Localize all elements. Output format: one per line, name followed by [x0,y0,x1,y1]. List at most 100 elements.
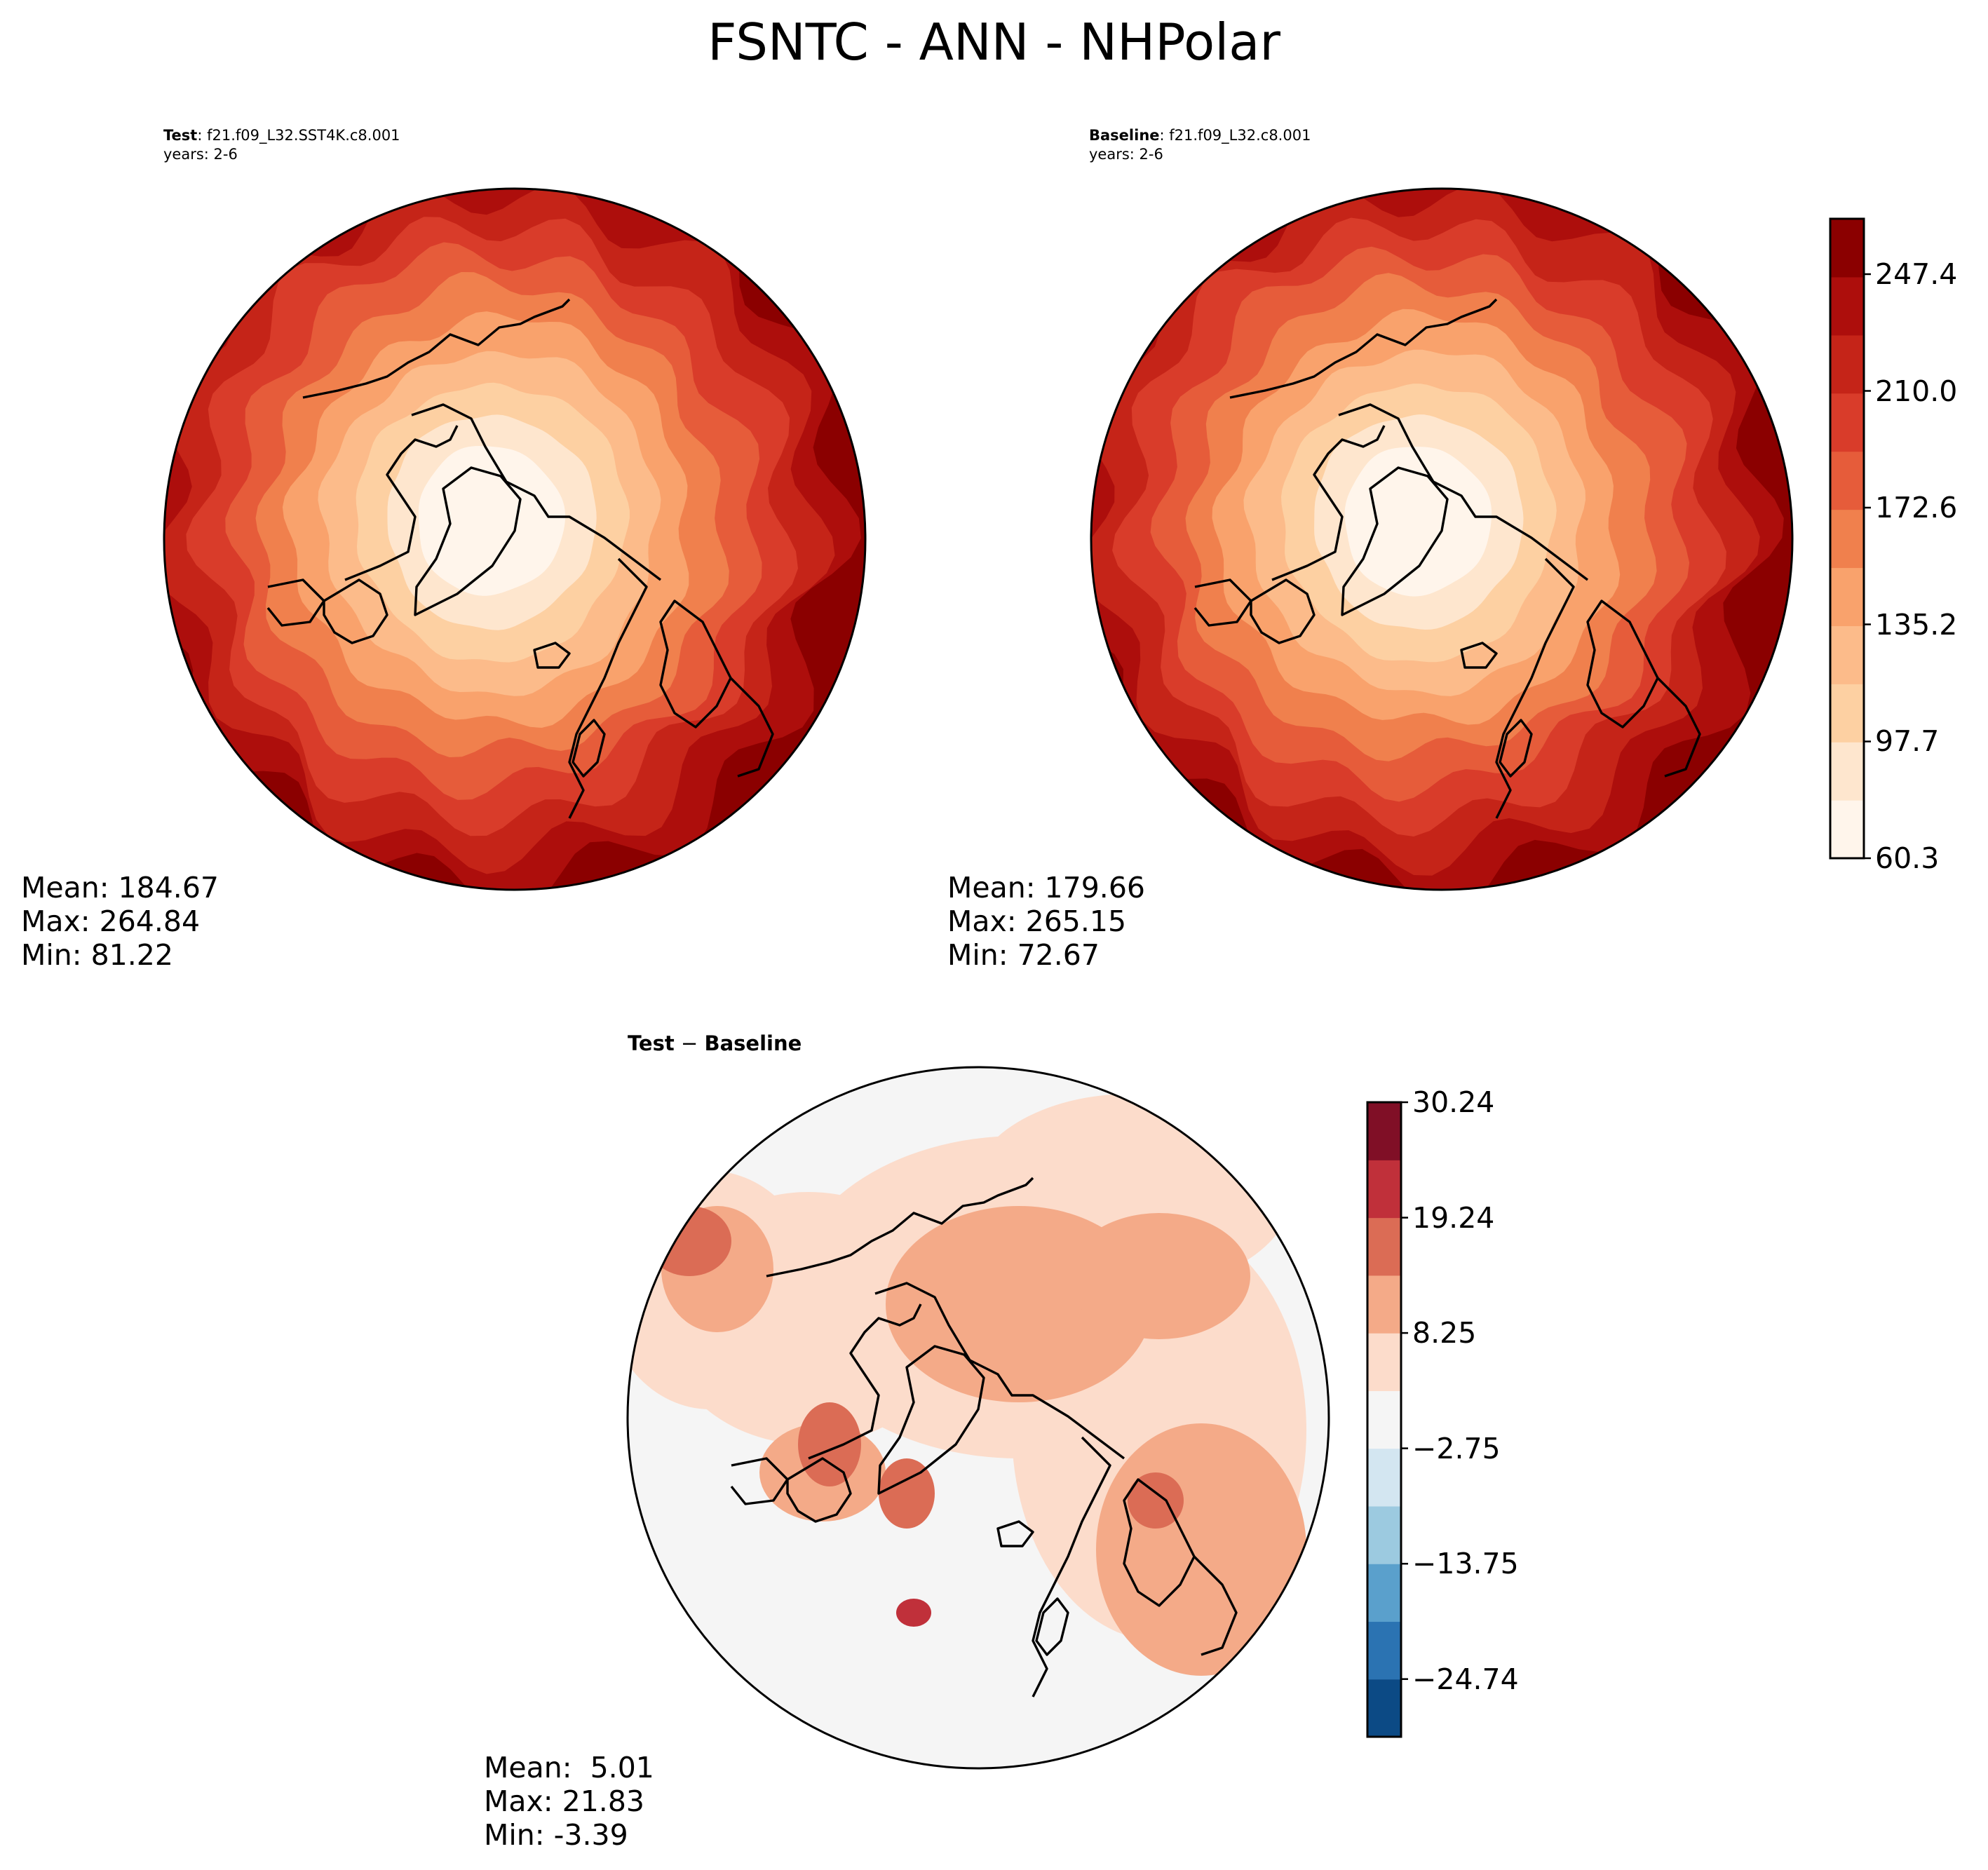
colorbar-tick-label: 60.3 [1875,841,1940,875]
contour-band [1344,447,1492,597]
coastline [877,1345,985,1495]
coastline [1656,677,1701,778]
colorbar-tick-label: 30.24 [1412,1085,1495,1119]
map-boundary [626,1066,1330,1770]
contour-band [418,446,566,596]
baseline-min: Min: 72.67 [947,938,1100,972]
baseline-mean: Mean: 179.66 [947,871,1146,904]
colorbar-segment [1830,509,1864,569]
colorbar-tick-label: 247.4 [1875,257,1958,292]
anomaly-patch [896,1599,931,1627]
baseline-max: Max: 265.15 [947,904,1127,938]
coastline [1271,425,1386,581]
diff-polar-map [626,1066,1330,1770]
test-polar-map [163,187,867,891]
colorbar-segment [1830,219,1864,278]
diff-max: Max: 21.83 [484,1784,644,1818]
diff-panel-title: Test − Baseline [628,1031,802,1055]
test-panel-title: Test: f21.f09_L32.SST4K.c8.001 years: 2-… [163,126,400,164]
anomaly-patch [647,1206,731,1276]
test-max: Max: 264.84 [21,904,201,938]
coastline [786,1457,852,1523]
map-field [628,1067,1329,1768]
colorbar-segment [1367,1505,1401,1564]
coastline [1586,599,1659,729]
map-field [164,189,865,890]
test-label: Test [163,127,198,144]
coastline [1495,557,1575,819]
colorbar-segment [1367,1390,1401,1449]
map-boundary [163,187,867,891]
colorbar-tick-label: 210.0 [1875,374,1958,408]
test-min: Min: 81.22 [21,938,173,972]
diff-colorbar [1366,1101,1408,1738]
baseline-stats: Mean: 179.66 Max: 265.15 Min: 72.67 [947,871,1145,972]
colorbar-tick-label: 135.2 [1875,607,1958,642]
baseline-panel-title: Baseline: f21.f09_L32.c8.001 years: 2-6 [1089,126,1311,164]
map-field [1091,189,1792,890]
coastline [874,1282,1125,1460]
figure-title: FSNTC - ANN - NHPolar [708,13,1280,72]
coastline [1338,403,1589,581]
coastline [766,1177,1034,1278]
colorbar-segment [1367,1217,1401,1276]
coastline [414,466,522,616]
anomaly-patch [1068,1213,1250,1339]
coastline [568,557,648,819]
coastline [730,1457,789,1505]
colorbar-segment [1830,800,1864,859]
coastlines [266,298,774,819]
coastlines [1194,298,1701,819]
colorbar-segment [1830,276,1864,336]
colorbar-tick-label: 172.6 [1875,491,1958,525]
colorbar-segment [1367,1333,1401,1391]
coastline [323,578,388,644]
coastline [1035,1597,1069,1656]
coastline [533,642,571,669]
baseline-polar-map [1090,187,1794,891]
colorbar-tick-label: −13.75 [1412,1547,1519,1581]
test-case: : f21.f09_L32.SST4K.c8.001 [197,127,400,144]
coastline [729,677,774,778]
map-boundary [1090,187,1794,891]
colorbar-tick-label: 97.7 [1875,724,1940,759]
colorbar-segment [1367,1160,1401,1219]
colorbar-segment [1830,451,1864,510]
coastline [1193,1555,1238,1656]
coastline [1341,466,1449,616]
coastline [1123,1478,1196,1607]
baseline-years: years: 2-6 [1089,146,1163,163]
colorbar-segment [1367,1102,1401,1160]
coastline [1460,642,1498,669]
colorbar-segment [1367,1448,1401,1507]
coastline [1499,719,1533,778]
anomaly-patch [798,1402,861,1486]
coastline [572,719,606,778]
colorbar-tick-label: −24.74 [1412,1662,1519,1696]
colorbar-segment [1367,1679,1401,1737]
diff-stats: Mean: 5.01 Max: 21.83 Min: -3.39 [484,1751,654,1852]
coastline [808,1303,922,1460]
diff-title-sep: − [674,1031,705,1055]
anomaly-patch [1128,1472,1184,1529]
coastline [1194,578,1252,627]
baseline-label: Baseline [1089,127,1160,144]
coastlines [730,1177,1238,1698]
main-colorbar [1829,217,1871,860]
test-mean: Mean: 184.67 [21,871,219,904]
baseline-case: : f21.f09_L32.c8.001 [1159,127,1311,144]
colorbar-segment [1830,567,1864,626]
colorbar-segment [1830,393,1864,452]
coastline [1229,298,1498,399]
coastline [1032,1436,1111,1698]
colorbar-segment [1830,742,1864,801]
coastline [659,599,732,729]
test-years: years: 2-6 [163,146,238,163]
colorbar-frame [1829,217,1865,860]
coastline [302,298,571,399]
anomaly-patch [879,1458,935,1529]
coastline [266,578,325,627]
colorbar-segment [1367,1275,1401,1334]
coastline [1250,578,1316,644]
test-stats: Mean: 184.67 Max: 264.84 Min: 81.22 [21,871,219,972]
